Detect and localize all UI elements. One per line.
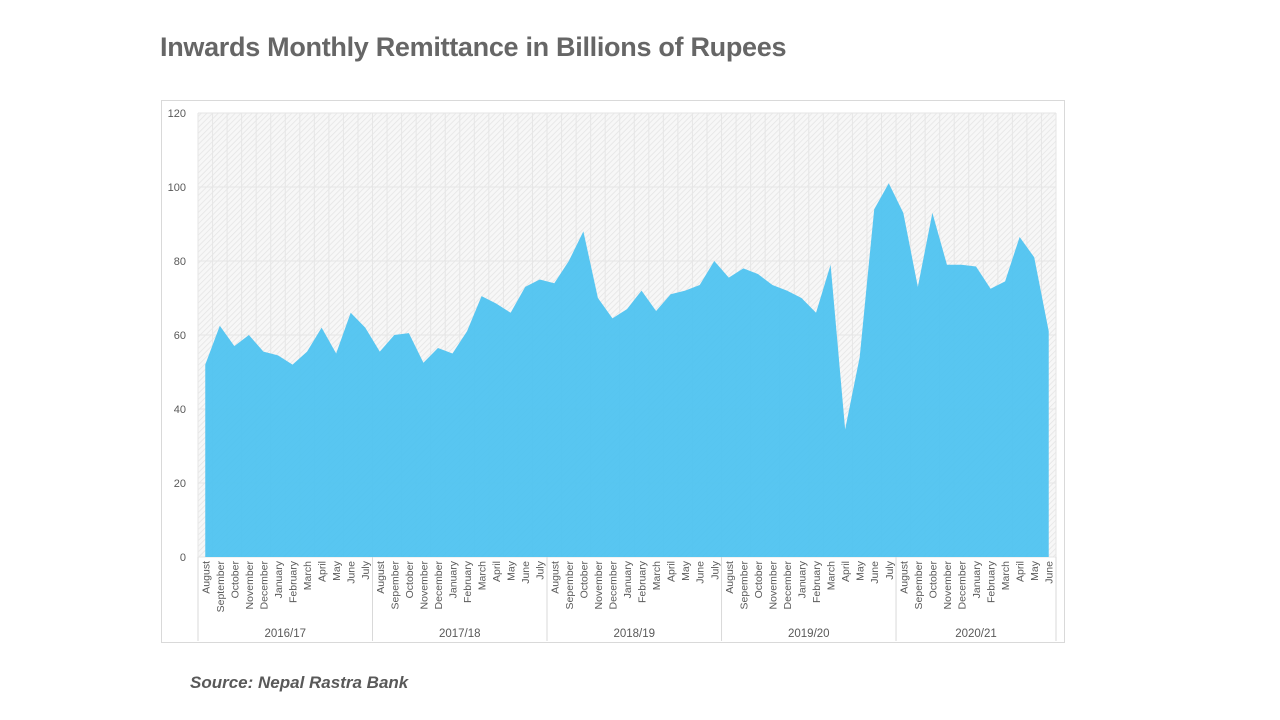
x-month-label: June <box>1044 561 1056 584</box>
x-month-label: October <box>927 561 939 599</box>
x-month-label: February <box>288 560 300 603</box>
x-month-label: November <box>767 560 779 609</box>
x-month-label: December <box>782 560 794 609</box>
x-month-label: Sepember <box>564 561 576 610</box>
y-tick-label: 40 <box>174 404 186 416</box>
x-month-label: December <box>956 560 968 609</box>
x-month-label: February <box>986 560 998 603</box>
x-month-label: July <box>884 560 896 579</box>
x-month-label: April <box>666 561 678 582</box>
x-year-label: 2018/19 <box>613 628 655 640</box>
x-month-label: February <box>637 560 649 603</box>
x-month-label: August <box>898 561 910 594</box>
x-month-label: October <box>753 561 765 599</box>
x-month-label: March <box>302 561 314 590</box>
x-month-label: February <box>462 560 474 603</box>
x-month-label: March <box>477 561 489 590</box>
x-month-label: January <box>447 560 459 598</box>
x-month-label: June <box>520 561 532 584</box>
x-month-label: June <box>695 561 707 584</box>
x-month-label: August <box>375 561 387 594</box>
x-month-label: January <box>273 560 285 598</box>
x-month-label: October <box>229 561 241 599</box>
x-year-label: 2017/18 <box>439 628 481 640</box>
y-tick-label: 100 <box>168 182 186 194</box>
y-tick-label: 120 <box>168 108 186 120</box>
x-month-label: May <box>506 560 518 581</box>
x-month-label: March <box>651 561 663 590</box>
x-month-label: April <box>491 561 503 582</box>
chart-title: Inwards Monthly Remittance in Billions o… <box>160 32 787 62</box>
x-month-label: September <box>215 561 227 613</box>
x-month-label: November <box>418 560 430 609</box>
x-month-label: November <box>244 560 256 609</box>
x-month-label: December <box>258 560 270 609</box>
x-month-label: November <box>942 560 954 609</box>
x-month-label: June <box>869 561 881 584</box>
x-month-label: April <box>1015 561 1027 582</box>
x-month-label: March <box>826 561 838 590</box>
x-month-label: July <box>709 560 721 579</box>
x-month-label: August <box>724 561 736 594</box>
x-year-label: 2016/17 <box>264 628 306 640</box>
y-tick-label: 0 <box>180 552 186 564</box>
x-month-label: May <box>855 560 867 581</box>
x-month-label: January <box>622 560 634 598</box>
x-month-label: June <box>346 561 358 584</box>
x-month-label: March <box>1000 561 1012 590</box>
x-month-label: Sepember <box>389 561 401 610</box>
x-month-label: April <box>317 561 329 582</box>
x-month-label: July <box>535 560 547 579</box>
x-month-label: May <box>1029 560 1041 581</box>
x-month-label: January <box>797 560 809 598</box>
x-month-label: Sepember <box>913 561 925 610</box>
x-month-label: October <box>578 561 590 599</box>
x-month-label: July <box>360 560 372 579</box>
x-month-label: April <box>840 561 852 582</box>
x-year-label: 2020/21 <box>955 628 997 640</box>
x-month-label: December <box>433 560 445 609</box>
remittance-area-series <box>205 183 1049 558</box>
source-note: Source: Nepal Rastra Bank <box>190 673 409 692</box>
y-tick-label: 60 <box>174 330 186 342</box>
chart-frame: 0 20 40 60 80 100 120 August September October No… <box>161 100 1065 643</box>
x-month-label: May <box>331 560 343 581</box>
x-month-label: November <box>593 560 605 609</box>
x-month-label: January <box>971 560 983 598</box>
x-year-label: 2019/20 <box>788 628 830 640</box>
x-month-label: October <box>404 561 416 599</box>
x-month-label: August <box>200 561 212 594</box>
x-month-label: February <box>811 560 823 603</box>
x-month-label: Sepember <box>738 561 750 610</box>
x-month-label: May <box>680 560 692 581</box>
y-tick-label: 80 <box>174 256 186 268</box>
x-month-label: August <box>549 561 561 594</box>
y-tick-label: 20 <box>174 478 186 490</box>
x-month-label: December <box>607 560 619 609</box>
